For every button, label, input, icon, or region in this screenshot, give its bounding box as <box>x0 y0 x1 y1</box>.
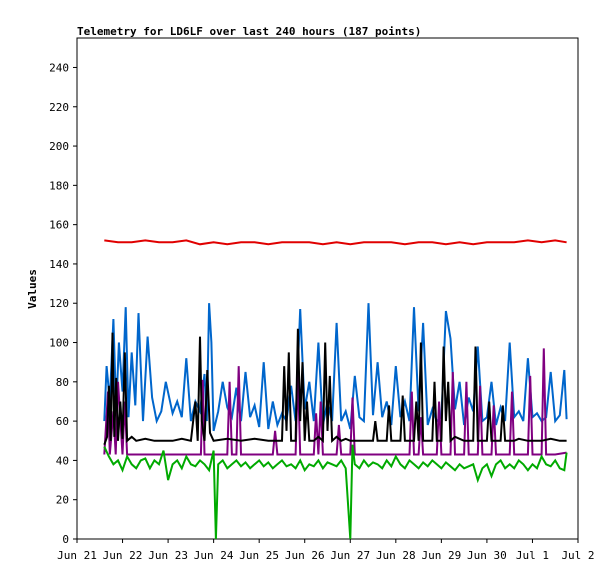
x-tick-label: Jun 26 <box>285 549 325 562</box>
y-tick-label: 40 <box>56 454 69 467</box>
x-tick-label: Jun 21 <box>57 549 97 562</box>
series-line-3 <box>103 348 567 456</box>
x-tick-label: Jun 28 <box>376 549 416 562</box>
plot-area-frame <box>76 37 579 540</box>
x-tick-label: Jun 22 <box>103 549 143 562</box>
chart-title: Telemetry for LD6LF over last 240 hours … <box>77 25 421 38</box>
y-tick-label: 60 <box>56 415 69 428</box>
series-line-5 <box>103 444 568 540</box>
y-tick-label: 220 <box>49 101 69 114</box>
x-tick-label: Jun 25 <box>239 549 279 562</box>
x-tick-label: Jun 27 <box>330 549 370 562</box>
y-tick-label: 80 <box>56 376 69 389</box>
x-tick-label: Jul 1 <box>516 549 549 562</box>
series-line-1 <box>104 239 567 246</box>
x-tick-label: Jun 29 <box>421 549 461 562</box>
y-axis: 0 20 40 60 80 100 120 140 160 180 200 220 240 <box>49 61 77 546</box>
y-tick-label: 160 <box>49 219 69 232</box>
y-axis-label: Values <box>26 269 39 309</box>
series-line-4 <box>103 328 567 446</box>
y-tick-label: 180 <box>49 179 69 192</box>
y-tick-label: 100 <box>49 337 69 350</box>
y-tick-label: 0 <box>62 533 69 546</box>
y-tick-label: 140 <box>49 258 69 271</box>
series-lines <box>103 239 568 540</box>
x-tick-label: Jun 23 <box>148 549 188 562</box>
x-tick-label: Jun 30 <box>467 549 507 562</box>
y-tick-label: 200 <box>49 140 69 153</box>
x-axis: Jun 21 Jun 22 Jun 23 Jun 24 Jun 25 Jun 26 Jun … <box>57 539 595 562</box>
y-tick-label: 20 <box>56 494 69 507</box>
x-tick-label: Jun 24 <box>194 549 234 562</box>
x-tick-label: Jul 2 <box>561 549 594 562</box>
y-tick-label: 240 <box>49 61 69 74</box>
y-tick-label: 120 <box>49 297 69 310</box>
